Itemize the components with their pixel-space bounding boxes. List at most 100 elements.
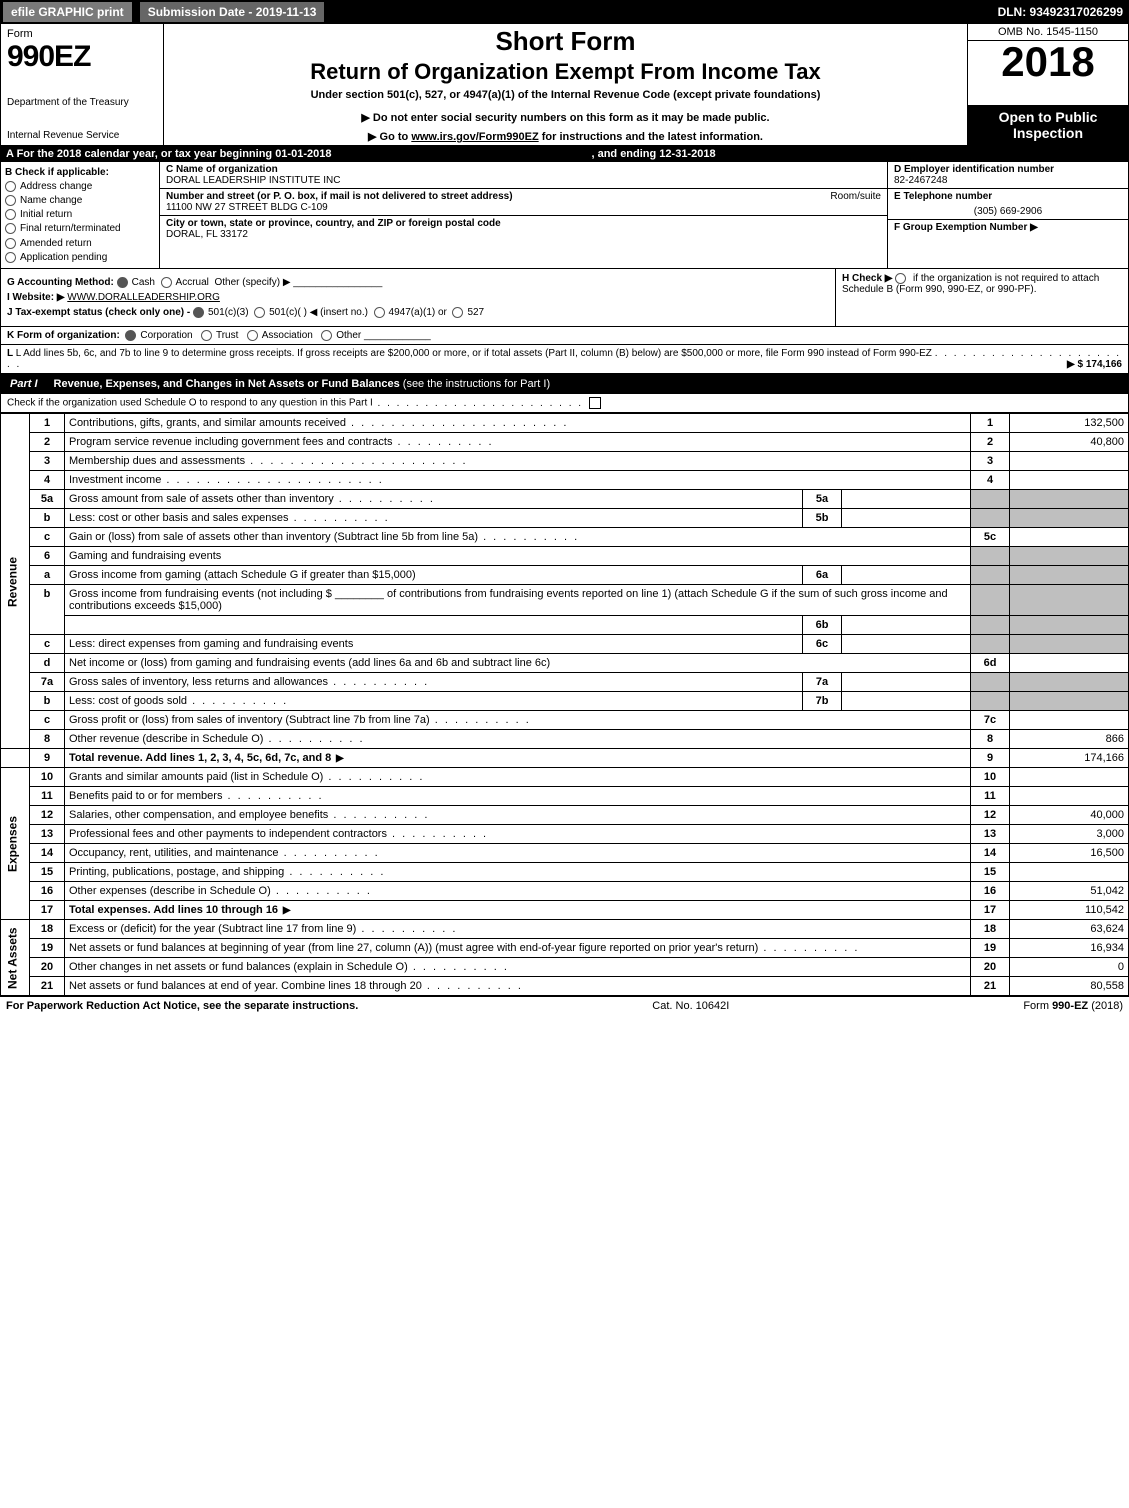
- line-amount: 0: [1010, 958, 1129, 977]
- line-num: 20: [30, 958, 65, 977]
- dept-treasury: Department of the Treasury: [7, 97, 157, 108]
- trust-radio[interactable]: [201, 330, 212, 341]
- h-check-radio[interactable]: [895, 273, 906, 284]
- initial-return-radio[interactable]: [5, 209, 16, 220]
- line-amount: [1010, 566, 1129, 585]
- form-ref-pre: Form: [1023, 1000, 1052, 1012]
- line-box: 9: [971, 749, 1010, 768]
- part1-checkbox[interactable]: [589, 397, 601, 409]
- efile-print-button[interactable]: efile GRAPHIC print: [2, 1, 133, 23]
- line-text: Membership dues and assessments: [69, 455, 468, 467]
- line-box: 13: [971, 825, 1010, 844]
- e-label: E Telephone number: [894, 191, 1122, 202]
- 4947-radio[interactable]: [374, 307, 385, 318]
- final-return-radio[interactable]: [5, 223, 16, 234]
- line-box: 11: [971, 787, 1010, 806]
- line-box: [971, 673, 1010, 692]
- line-amount: 866: [1010, 730, 1129, 749]
- line-num: 14: [30, 844, 65, 863]
- mid-val: [842, 673, 971, 692]
- line-amount: 63,624: [1010, 920, 1129, 939]
- 501c3-radio[interactable]: [193, 307, 204, 318]
- org-column: C Name of organization DORAL LEADERSHIP …: [160, 162, 887, 268]
- line-box: [971, 490, 1010, 509]
- line-num: a: [30, 566, 65, 585]
- line-text: Net assets or fund balances at end of ye…: [69, 980, 523, 992]
- app-pending-radio[interactable]: [5, 252, 16, 263]
- form-header: Form 990EZ Department of the Treasury In…: [0, 24, 1129, 146]
- mid-box: 5a: [803, 490, 842, 509]
- line-num: 12: [30, 806, 65, 825]
- line-text: Grants and similar amounts paid (list in…: [69, 771, 424, 783]
- line-box: 20: [971, 958, 1010, 977]
- line-box: 4: [971, 471, 1010, 490]
- mid-box: 6c: [803, 635, 842, 654]
- line-num: 3: [30, 452, 65, 471]
- line-box: [971, 509, 1010, 528]
- footer: For Paperwork Reduction Act Notice, see …: [0, 996, 1129, 1015]
- line-text: Other revenue (describe in Schedule O): [69, 733, 365, 745]
- line-text: Gross profit or (loss) from sales of inv…: [69, 714, 531, 726]
- line-amount: [1010, 711, 1129, 730]
- line-num: 7a: [30, 673, 65, 692]
- line-amount: [1010, 768, 1129, 787]
- line-text: Less: cost of goods sold: [69, 695, 288, 707]
- accrual-radio[interactable]: [161, 277, 172, 288]
- goto-line: ▶ Go to www.irs.gov/Form990EZ for instru…: [170, 130, 961, 143]
- website-link[interactable]: WWW.DORALLEADERSHIP.ORG: [67, 292, 220, 303]
- line-box: 14: [971, 844, 1010, 863]
- return-title: Return of Organization Exempt From Incom…: [170, 59, 961, 85]
- 527-label: 527: [467, 307, 484, 318]
- org-name: DORAL LEADERSHIP INSTITUTE INC: [166, 175, 340, 186]
- other-radio[interactable]: [321, 330, 332, 341]
- line-amount: [1010, 490, 1129, 509]
- c-label: C Name of organization: [166, 164, 336, 175]
- line-amount: 174,166: [1010, 749, 1129, 768]
- f-label: F Group Exemption Number ▶: [894, 222, 1122, 233]
- line-text: Printing, publications, postage, and shi…: [69, 866, 385, 878]
- line-text: Program service revenue including govern…: [69, 436, 494, 448]
- goto-pre: ▶ Go to: [368, 131, 411, 143]
- tax-year: 2018: [968, 41, 1128, 83]
- cash-radio[interactable]: [117, 277, 128, 288]
- mid-val: [842, 635, 971, 654]
- street-value: 11100 NW 27 STREET BLDG C-109: [166, 202, 517, 213]
- part1-header: Part I Revenue, Expenses, and Changes in…: [0, 374, 1129, 394]
- address-change-label: Address change: [20, 181, 92, 192]
- line-num: b: [30, 509, 65, 528]
- line-num: b: [30, 692, 65, 711]
- line-box: 16: [971, 882, 1010, 901]
- line-num: 18: [30, 920, 65, 939]
- line-text: Gaming and fundraising events: [65, 547, 971, 566]
- 501c-radio[interactable]: [254, 307, 265, 318]
- form-number: 990EZ: [7, 40, 157, 74]
- line-amount: 132,500: [1010, 414, 1129, 433]
- corp-label: Corporation: [140, 330, 192, 341]
- irs-link[interactable]: www.irs.gov/Form990EZ: [411, 131, 538, 143]
- right-column: D Employer identification number 82-2467…: [887, 162, 1128, 268]
- line-text: Other changes in net assets or fund bala…: [69, 961, 509, 973]
- 527-radio[interactable]: [452, 307, 463, 318]
- l-amount: ▶ $ 174,166: [1067, 359, 1122, 370]
- line-box: 17: [971, 901, 1010, 920]
- name-change-radio[interactable]: [5, 195, 16, 206]
- line-text: Benefits paid to or for members: [69, 790, 324, 802]
- line-num: 13: [30, 825, 65, 844]
- submission-date-button[interactable]: Submission Date - 2019-11-13: [139, 1, 326, 23]
- form-ref: Form 990-EZ (2018): [1023, 1000, 1123, 1012]
- line-num: 9: [30, 749, 65, 768]
- j-label: J Tax-exempt status (check only one) -: [7, 307, 190, 318]
- amended-return-radio[interactable]: [5, 238, 16, 249]
- line-num: 19: [30, 939, 65, 958]
- mid-box: 7a: [803, 673, 842, 692]
- line-amount: [1010, 787, 1129, 806]
- top-bar: efile GRAPHIC print Submission Date - 20…: [0, 0, 1129, 24]
- line-num: 15: [30, 863, 65, 882]
- line-box: [971, 692, 1010, 711]
- address-change-radio[interactable]: [5, 181, 16, 192]
- assoc-radio[interactable]: [247, 330, 258, 341]
- line-amount: 110,542: [1010, 901, 1129, 920]
- corp-radio[interactable]: [125, 330, 136, 341]
- line-amount: 3,000: [1010, 825, 1129, 844]
- line-num: 11: [30, 787, 65, 806]
